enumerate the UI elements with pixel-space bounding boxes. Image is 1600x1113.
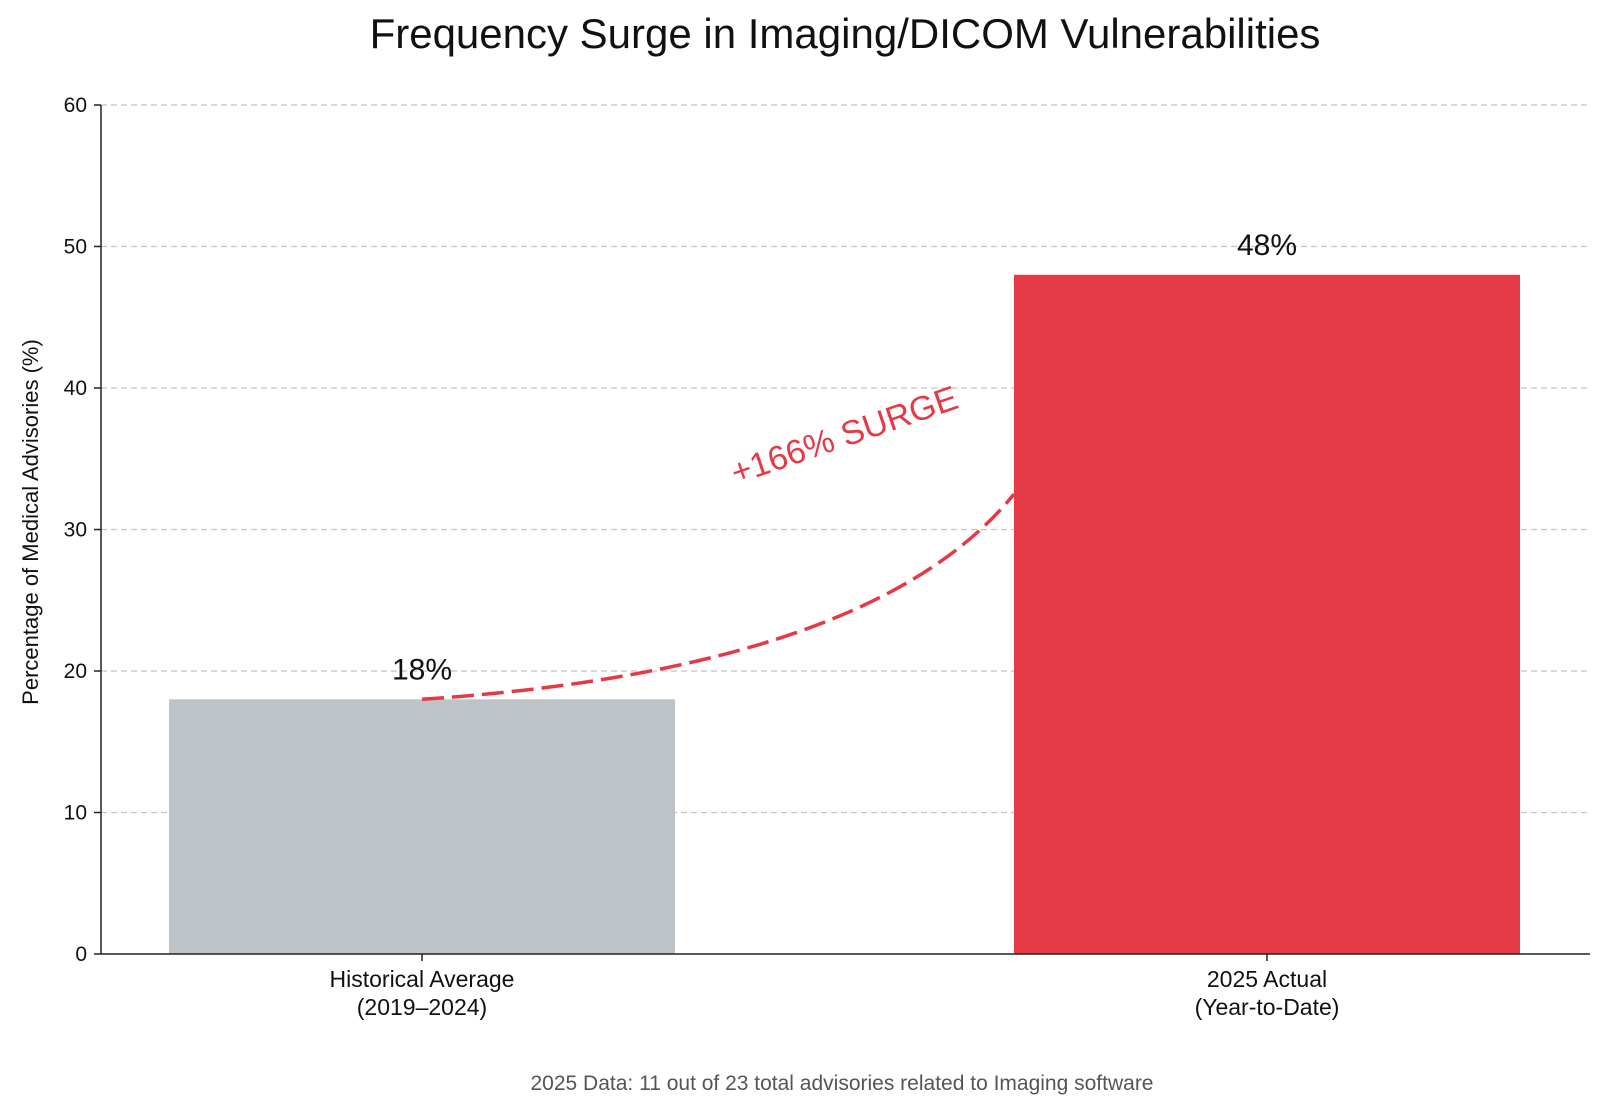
bar-1 [169,699,675,954]
x-axis-ticks: Historical Average(2019–2024) 2025 Actual… [330,954,1340,1020]
data-labels: 18% 48% [392,229,1297,686]
y-tick-label-60: 60 [64,94,87,117]
data-label-2: 48% [1237,229,1297,262]
footnote: 2025 Data: 11 out of 23 total advisories… [531,1072,1154,1095]
y-tick-label-0: 0 [75,943,87,966]
y-tick-label-20: 20 [64,660,87,683]
y-axis-ticks: 0 10 20 30 40 50 60 [64,94,101,966]
y-tick-label-30: 30 [64,519,87,542]
bars [169,274,1520,954]
y-tick-label-10: 10 [64,802,87,825]
bar-2 [1014,274,1520,954]
y-axis-title: Percentage of Medical Advisories (%) [18,339,43,705]
y-tick-label-40: 40 [64,377,87,400]
category-label-2-line1: 2025 Actual [1207,966,1327,992]
surge-arrow-curve [421,493,1016,702]
chart-title: Frequency Surge in Imaging/DICOM Vulnera… [370,10,1321,57]
surge-annotation: +166% SURGE [726,379,963,492]
category-label-1-line1: Historical Average [330,966,515,992]
category-label-2-line2: (Year-to-Date) [1195,994,1340,1020]
data-label-1: 18% [392,653,452,686]
y-tick-label-50: 50 [64,236,87,259]
category-label-1-line2: (2019–2024) [357,994,487,1020]
